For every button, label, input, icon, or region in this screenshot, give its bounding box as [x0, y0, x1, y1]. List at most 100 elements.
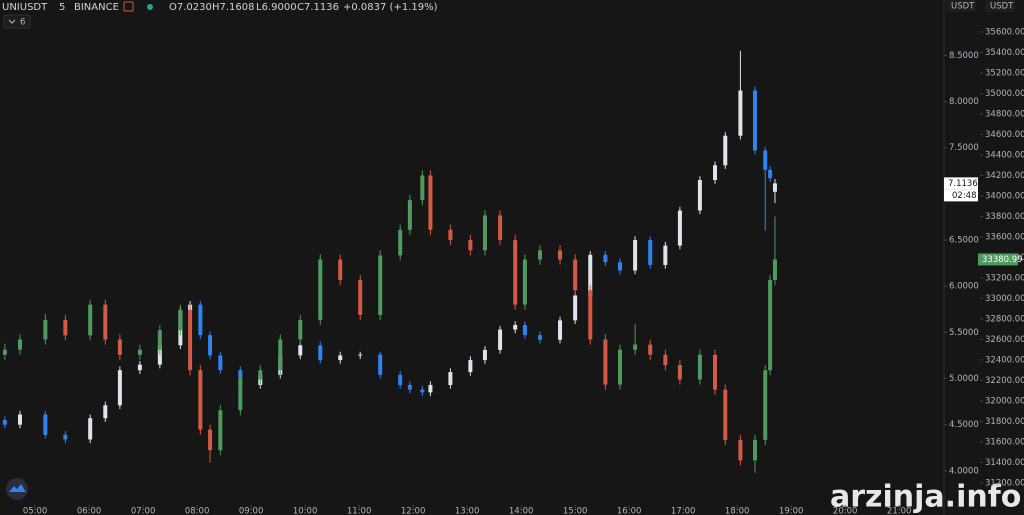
interval: 5 [59, 2, 65, 13]
y2-tick-label: 32400.00 [985, 355, 1024, 365]
indicators-count: 6 [20, 18, 25, 28]
candle-body [298, 319, 303, 340]
candle-body [713, 354, 718, 390]
y2-tick-label: 35000.00 [985, 89, 1024, 99]
candle-body [468, 360, 473, 373]
x-tick-label: 17:00 [671, 507, 696, 515]
low-legend: L6.9000 [256, 2, 297, 13]
last-price-box [978, 253, 1018, 266]
last-price-label: 7.1136 [948, 179, 978, 189]
x-tick-label: 06:00 [77, 507, 102, 515]
candle-body [588, 254, 593, 296]
candle-body [103, 304, 108, 340]
candle-body [603, 339, 608, 385]
candle-body [772, 183, 777, 192]
y2-tick-label: 31200.00 [985, 478, 1024, 488]
candle-body [513, 240, 518, 305]
indicators-toggle[interactable] [3, 14, 31, 29]
candle-body [238, 379, 243, 411]
candle-body [188, 309, 193, 371]
candle-body [378, 354, 383, 375]
y2-tick-label: 34000.00 [985, 191, 1024, 201]
unit-box [946, 0, 976, 12]
candle-body [633, 240, 638, 271]
chevron [8, 19, 16, 24]
candle-body [713, 165, 718, 181]
y2-tick-label: 32200.00 [985, 376, 1024, 386]
candle-body [648, 240, 653, 265]
y2-tick-label: 33200.00 [985, 273, 1024, 283]
candle-body [498, 215, 503, 241]
candle-body [88, 304, 93, 336]
candle-body [258, 370, 263, 380]
candle-body [137, 364, 142, 371]
candle-body [338, 355, 343, 361]
candle-body [88, 418, 93, 440]
y2-tick-label: 33600.00 [985, 232, 1024, 242]
open-legend: O7.0230 [169, 2, 212, 13]
candle-body [378, 255, 383, 315]
candle-body [137, 349, 142, 355]
candle-body [522, 324, 527, 336]
candle-body [448, 229, 453, 241]
y2-tick-label: 31800.00 [985, 417, 1024, 427]
x-tick-label: 10:00 [293, 507, 318, 515]
x-tick-label: 15:00 [563, 507, 588, 515]
candle-body [663, 245, 668, 265]
candle-body [420, 175, 425, 201]
y2-tick-label: 32600.00 [985, 335, 1024, 345]
y2-tick-label: 34600.00 [985, 130, 1024, 140]
candle-body [558, 320, 563, 340]
candle-body [17, 339, 22, 350]
countdown-box [944, 189, 978, 202]
candle-body [723, 389, 728, 440]
y2-tick-label: 35400.00 [985, 48, 1024, 58]
candle-body [428, 384, 433, 393]
symbol: UNIUSDT [2, 2, 48, 13]
candle-body [43, 319, 48, 340]
candle-body [198, 370, 203, 430]
candle-body [298, 345, 303, 356]
candle-body [603, 254, 608, 263]
candle-body [117, 339, 122, 355]
candle-body [63, 434, 68, 440]
candle-body [573, 295, 578, 321]
candle-body [522, 259, 527, 305]
candle-body [752, 90, 757, 151]
y-tick-label: 8.5000 [949, 51, 979, 61]
candle-body [157, 330, 162, 350]
x-tick-label: 14:00 [509, 507, 534, 515]
y-tick-label: 5.5000 [949, 328, 979, 338]
y2-tick-label: 33000.00 [985, 294, 1024, 304]
y2-unit: USDT [990, 2, 1014, 12]
x-tick-label: 18:00 [725, 507, 750, 515]
candle-body [498, 329, 503, 350]
candle-body [178, 309, 183, 331]
candle-body [338, 259, 343, 281]
candle-body [208, 429, 213, 451]
candle-body [198, 304, 203, 336]
candle-body [588, 290, 593, 340]
y2-tick-label: 35200.00 [985, 68, 1024, 78]
countdown: 02:48 [952, 191, 977, 201]
candle-body [407, 384, 412, 390]
y-tick-label: 7.5000 [949, 143, 979, 153]
y2-tick-label: 31600.00 [985, 437, 1024, 447]
candle-body [358, 280, 363, 315]
candle-body [677, 365, 682, 380]
x-tick-label: 20:00 [833, 507, 858, 515]
x-tick-label: 05:00 [23, 507, 48, 515]
change-legend: +0.0837 (+1.19%) [343, 2, 438, 13]
y-tick-label: 8.0000 [949, 97, 979, 107]
candle-body [738, 90, 743, 136]
candle-body [617, 349, 622, 385]
candle-body [633, 344, 638, 350]
candle-body [218, 355, 223, 371]
exchange: BINANCE [74, 2, 119, 13]
candle-body [428, 175, 433, 230]
y2-tick-label: 31400.00 [985, 458, 1024, 468]
candle-body [208, 335, 213, 356]
alert-icon[interactable] [123, 1, 134, 12]
candle-body [218, 410, 223, 451]
